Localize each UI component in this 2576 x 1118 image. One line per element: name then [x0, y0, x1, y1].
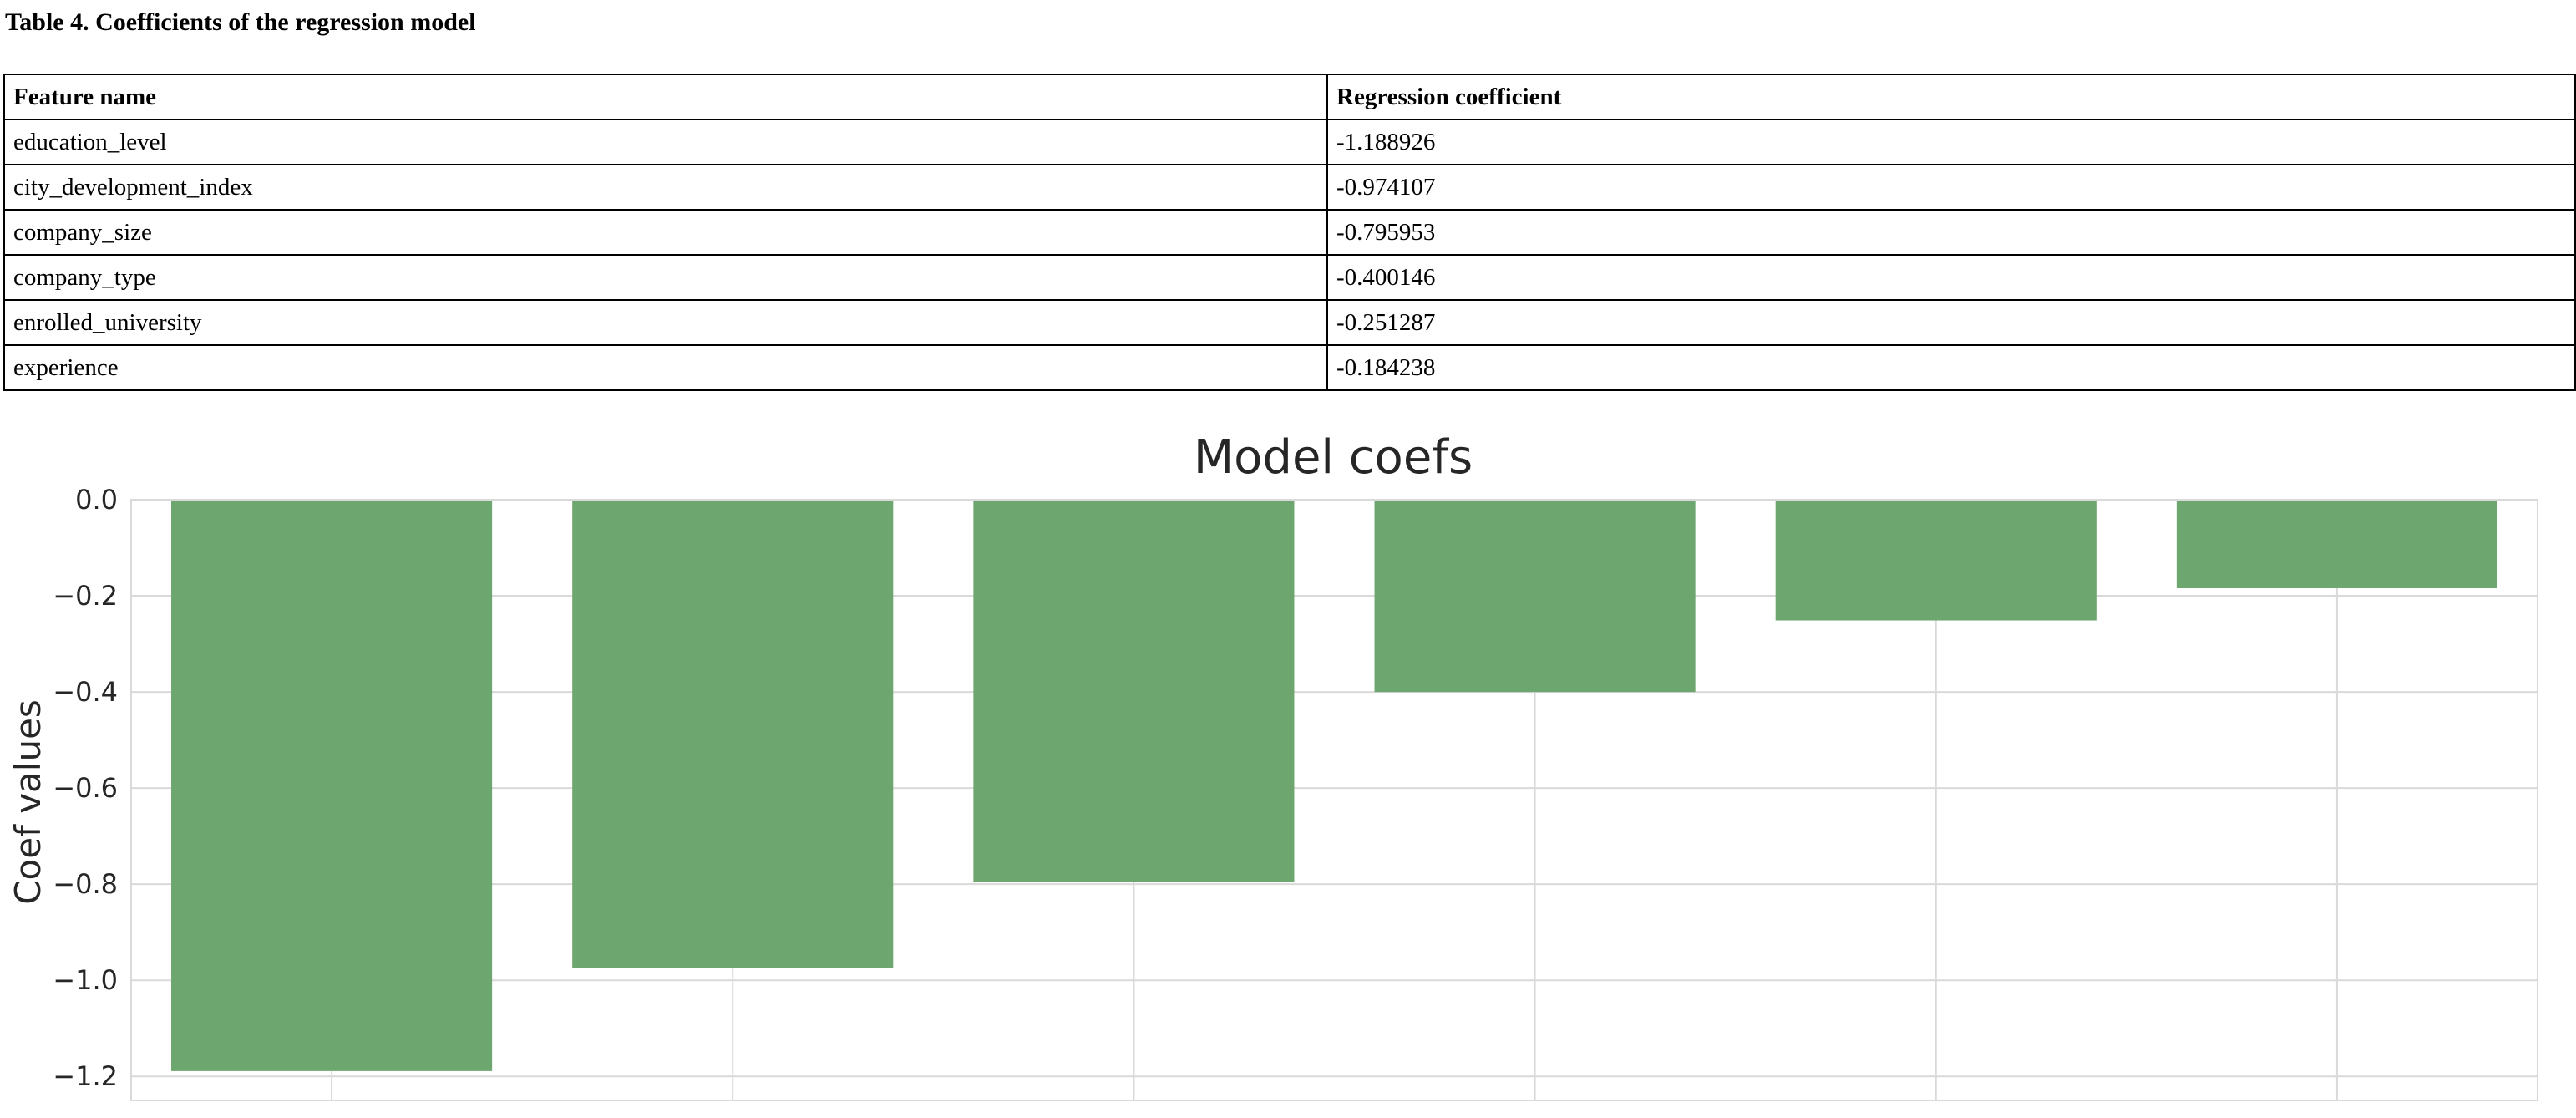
frame-layer [130, 499, 2538, 1101]
bar [572, 500, 894, 968]
coefficient-cell: -1.188926 [1326, 119, 2576, 165]
y-tick-label: −0.8 [53, 868, 118, 900]
coefficients-table: Feature name Regression coefficient educ… [3, 74, 2576, 391]
y-tick-label: −0.6 [53, 772, 118, 804]
bar [171, 500, 493, 1071]
y-tick-label: 0.0 [75, 484, 118, 516]
coefficient-cell: -0.974107 [1326, 164, 2576, 211]
y-tick-label: −1.2 [53, 1060, 118, 1092]
table-row: company_size -0.795953 [3, 209, 2576, 256]
feature-name-cell: enrolled_university [3, 299, 1328, 346]
feature-name-cell: city_development_index [3, 164, 1328, 211]
plot-frame [130, 499, 2538, 1101]
table-row: company_type -0.400146 [3, 254, 2576, 301]
coefficient-cell: -0.184238 [1326, 344, 2576, 391]
y-tick-label: −0.4 [53, 676, 118, 708]
bar [973, 500, 1295, 882]
feature-name-cell: company_type [3, 254, 1328, 301]
y-axis-label: Coef values [8, 699, 48, 905]
table-header-row: Feature name Regression coefficient [3, 74, 2576, 120]
table-row: education_level -1.188926 [3, 119, 2576, 165]
table-row: city_development_index -0.974107 [3, 164, 2576, 211]
table-title: Table 4. Coefficients of the regression … [5, 8, 476, 36]
chart-svg: 0.0−0.2−0.4−0.6−0.8−1.0−1.2 Model coefs … [8, 430, 2538, 1101]
header-feature-name: Feature name [3, 74, 1328, 120]
coef-bar-chart: 0.0 −0.2 −0.4 −0.6 −0.8 −1.0 −1.2 Model coefs … [0, 426, 2576, 1118]
header-regression-coefficient: Regression coefficient [1326, 74, 2576, 120]
bar [1374, 500, 1696, 693]
table-row: enrolled_university -0.251287 [3, 299, 2576, 346]
chart-title: Model coefs [1194, 430, 1473, 485]
feature-name-cell: experience [3, 344, 1328, 391]
coefficient-cell: -0.400146 [1326, 254, 2576, 301]
bar [1775, 500, 2097, 621]
y-tick-label: −1.0 [53, 964, 118, 996]
bar [2176, 500, 2497, 588]
feature-name-cell: education_level [3, 119, 1328, 165]
coefficient-cell: -0.795953 [1326, 209, 2576, 256]
feature-name-cell: company_size [3, 209, 1328, 256]
y-tick-label: −0.2 [53, 580, 118, 612]
coefficient-cell: -0.251287 [1326, 299, 2576, 346]
table-row: experience -0.184238 [3, 344, 2576, 391]
label-layer: 0.0 −0.2 −0.4 −0.6 −0.8 −1.0 −1.2 [53, 484, 118, 1092]
bar-layer [171, 500, 2497, 1071]
